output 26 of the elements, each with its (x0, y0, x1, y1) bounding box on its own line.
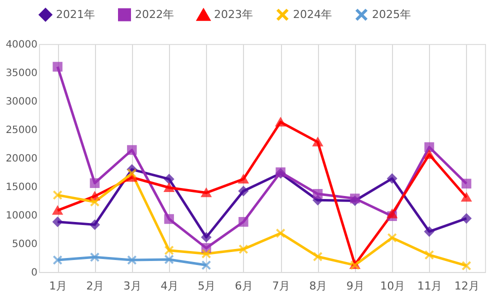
legend-label: 2025年 (372, 8, 411, 21)
y-tick-label: 20000 (6, 154, 38, 164)
y-tick-label: 25000 (6, 125, 38, 136)
x-tick-label: 7月 (272, 280, 290, 292)
x-tick-label: 1月 (49, 280, 68, 292)
y-tick-label: 10000 (6, 210, 38, 222)
y-tick-label: 0 (31, 268, 38, 278)
legend-label: 2022年 (135, 8, 174, 21)
x-tick-label: 10月 (380, 280, 406, 292)
legend-label: 2021年 (56, 8, 95, 21)
legend-label: 2023年 (214, 8, 253, 22)
legend-label: 2024年 (293, 8, 332, 21)
x-tick-label: 12月 (454, 280, 480, 292)
x-tick-label: 2月 (86, 280, 104, 292)
y-tick-label: 35000 (6, 68, 38, 79)
y-tick-label: 30000 (6, 96, 38, 108)
x-tick-label: 4月 (160, 280, 179, 292)
x-tick-label: 8月 (309, 280, 328, 292)
y-tick-label: 40000 (6, 40, 38, 50)
x-tick-label: 9月 (346, 280, 364, 292)
y-tick-label: 5000 (12, 239, 38, 250)
x-tick-label: 5月 (198, 280, 216, 292)
x-tick-label: 6月 (234, 280, 253, 292)
x-tick-label: 3月 (123, 280, 142, 292)
x-tick-label: 11月 (417, 280, 442, 292)
y-tick-label: 15000 (6, 182, 38, 193)
